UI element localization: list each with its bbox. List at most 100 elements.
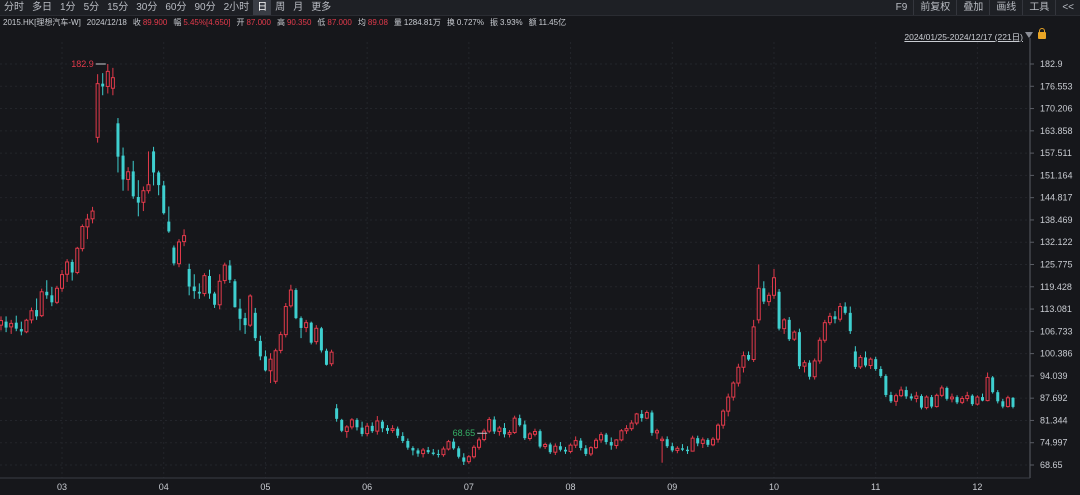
tab-11[interactable]: 月 [293, 2, 304, 13]
tool-0[interactable]: F9 [895, 2, 908, 13]
tab-4[interactable]: 15分 [107, 2, 129, 13]
candle-body-88 [446, 441, 451, 450]
open-value: 87.000 [246, 17, 271, 27]
candle-body-105 [532, 430, 537, 435]
candle-body-35 [176, 241, 181, 265]
y-tick-label-1: 176.553 [1040, 81, 1073, 91]
candle-body-52 [263, 356, 267, 371]
candle-body-81 [411, 447, 415, 451]
candle-body-135 [686, 449, 690, 452]
candle-body-47 [238, 308, 242, 319]
candle-body-68 [344, 426, 349, 432]
x-tick-label-5: 08 [566, 482, 576, 492]
candle-body-26 [131, 171, 135, 197]
candle-body-11 [54, 287, 59, 303]
candle-body-160 [812, 360, 817, 378]
candle-body-4 [19, 328, 23, 332]
candle-body-186 [945, 387, 949, 399]
lock-icon[interactable] [1038, 28, 1046, 39]
candle-body-171 [868, 358, 873, 366]
candle-body-90 [457, 448, 461, 457]
candle-body-72 [365, 425, 370, 435]
candle-body-182 [924, 396, 929, 409]
candle-body-61 [309, 322, 313, 343]
candle-body-158 [802, 362, 807, 367]
candle-body-91 [462, 457, 466, 462]
candle-body-187 [949, 396, 954, 400]
candle-body-49 [248, 295, 253, 326]
tab-1[interactable]: 多日 [32, 2, 52, 13]
candle-body-111 [563, 449, 567, 452]
candle-body-53 [268, 358, 273, 372]
candle-body-115 [584, 448, 588, 454]
range-dropdown-icon[interactable] [1025, 32, 1033, 38]
candle-body-167 [848, 312, 852, 332]
tool-4[interactable]: 工具 [1022, 0, 1055, 15]
high-value: 90.350 [286, 17, 312, 27]
candle-body-109 [553, 445, 558, 453]
candle-body-188 [955, 397, 959, 403]
tool-2[interactable]: 叠加 [956, 0, 989, 15]
y-tick-label-0: 182.9 [1040, 59, 1063, 69]
y-tick-label-18: 68.65 [1040, 460, 1063, 470]
max-label: 182.9 [71, 59, 94, 69]
candle-body-19 [95, 83, 100, 138]
candle-body-101 [512, 417, 517, 434]
x-tick-label-9: 12 [972, 482, 982, 492]
candle-body-55 [278, 334, 283, 351]
candle-body-16 [80, 226, 85, 250]
candle-body-131 [665, 439, 669, 447]
y-tick-label-4: 157.511 [1040, 148, 1072, 158]
candle-body-37 [187, 268, 191, 287]
candle-body-58 [294, 290, 298, 319]
candle-body-78 [396, 428, 400, 436]
tab-0[interactable]: 分时 [4, 2, 24, 13]
close-value: 89.900 [142, 17, 168, 27]
candle-body-136 [690, 437, 695, 452]
tab-12[interactable]: 更多 [311, 2, 332, 13]
candle-body-64 [324, 350, 328, 365]
symbol: 2015.HK[理想汽车-W] [3, 17, 81, 27]
candle-body-94 [477, 439, 482, 448]
candle-body-193 [980, 397, 984, 401]
tab-8[interactable]: 2小时 [223, 2, 250, 13]
candle-body-177 [899, 389, 904, 397]
candle-body-63 [319, 328, 323, 351]
tool-3[interactable]: 画线 [989, 0, 1022, 15]
candle-body-163 [827, 315, 832, 324]
candle-body-113 [573, 440, 578, 446]
tab-5[interactable]: 30分 [136, 2, 158, 13]
change-value: 5.45%[4.650] [183, 17, 231, 27]
candle-body-174 [884, 376, 888, 395]
candle-body-159 [808, 362, 812, 377]
tab-3[interactable]: 5分 [83, 2, 100, 13]
change-field: 幅 5.45%[4.650] [173, 17, 230, 28]
candle-body-60 [304, 322, 309, 329]
open-label: 开 [236, 17, 245, 27]
candle-body-185 [939, 387, 944, 396]
tab-6[interactable]: 60分 [165, 2, 187, 13]
tool-5[interactable]: << [1055, 0, 1080, 15]
candle-body-8 [39, 291, 44, 317]
tab-9[interactable]: 日 [253, 0, 272, 15]
candle-body-71 [360, 427, 364, 434]
tab-2[interactable]: 1分 [60, 2, 76, 13]
candle-body-10 [50, 295, 54, 303]
tab-7[interactable]: 90分 [194, 2, 216, 13]
candle-body-99 [502, 427, 506, 435]
candle-body-31 [157, 172, 161, 186]
y-tick-label-11: 113.081 [1040, 304, 1072, 314]
amount-value: 11.45亿 [538, 17, 567, 27]
tool-1[interactable]: 前复权 [913, 0, 956, 15]
candle-body-153 [777, 291, 781, 329]
candle-body-73 [370, 425, 374, 432]
candle-body-30 [152, 151, 156, 173]
candle-body-146 [741, 355, 746, 368]
date-range-selector[interactable]: 2024/01/25-2024/12/17 (221日) [904, 32, 1023, 42]
tab-10[interactable]: 周 [275, 2, 286, 13]
candle-body-143 [726, 396, 731, 412]
candle-body-102 [518, 418, 522, 426]
turnover-field: 换 0.727% [447, 17, 484, 28]
candle-body-97 [492, 419, 496, 432]
